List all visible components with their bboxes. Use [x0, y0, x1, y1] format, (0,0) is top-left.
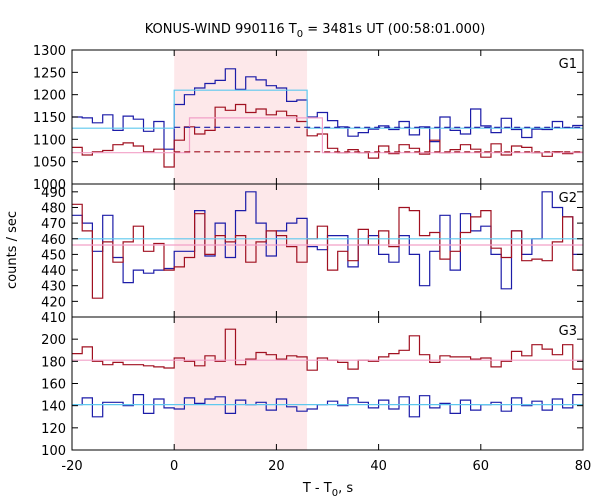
y-tick-label: 1100: [33, 133, 66, 148]
series-pink-3: [72, 117, 583, 154]
panel-label-g2: G2: [559, 191, 577, 206]
y-tick-label: 490: [41, 186, 66, 201]
series-dark-red-1: [72, 103, 583, 168]
y-tick-label: 200: [41, 333, 66, 348]
x-tick-label: 20: [268, 459, 285, 474]
plot-layer: 1000105011001150120012501300G14104204304…: [33, 44, 591, 474]
y-tick-label: 1200: [33, 89, 66, 104]
y-tick-label: 450: [41, 248, 66, 263]
x-tick-label: 80: [575, 459, 592, 474]
y-tick-label: 1250: [33, 66, 66, 81]
x-tick-label: -20: [61, 459, 82, 474]
chart-title-main: KONUS-WIND 990116 T: [145, 22, 297, 37]
x-axis-title-subscript: 0: [332, 488, 338, 499]
y-tick-label: 480: [41, 201, 66, 216]
series-dark-blue-0: [72, 68, 583, 150]
highlight-band: [174, 50, 308, 450]
chart-title-rest: = 3481s UT (00:58:01.000): [303, 22, 485, 37]
y-tick-label: 460: [41, 233, 66, 248]
y-tick-label: 120: [41, 422, 66, 437]
y-tick-label: 410: [41, 311, 66, 326]
y-tick-label: 180: [41, 355, 66, 370]
chart-title-subscript: 0: [297, 29, 303, 40]
y-tick-label: 470: [41, 217, 66, 232]
series-dark-red-0: [72, 328, 583, 371]
series-group: [72, 68, 583, 168]
y-tick-label: 440: [41, 264, 66, 279]
y-tick-label: 140: [41, 400, 66, 415]
panel-label-g1: G1: [559, 57, 577, 72]
series-group: [72, 328, 583, 418]
x-axis-title: T - T0, s: [302, 481, 353, 499]
y-tick-label: 1050: [33, 156, 66, 171]
y-tick-label: 1150: [33, 111, 66, 126]
y-axis-title: counts / sec: [5, 211, 20, 289]
series-dark-blue-1: [72, 394, 583, 418]
y-tick-label: 420: [41, 295, 66, 310]
y-tick-label: 1300: [33, 44, 66, 59]
y-tick-label: 100: [41, 444, 66, 459]
x-axis-title-main: T - T: [302, 481, 332, 496]
y-tick-label: 1000: [33, 178, 66, 193]
series-dark-red-1: [72, 203, 583, 299]
x-tick-label: 60: [473, 459, 490, 474]
y-tick-label: 160: [41, 378, 66, 393]
y-tick-label: 430: [41, 280, 66, 295]
x-tick-label: 40: [370, 459, 387, 474]
chart-title: KONUS-WIND 990116 T0 = 3481s UT (00:58:0…: [145, 22, 486, 40]
panel-frame: [71, 316, 584, 451]
x-tick-label: 0: [170, 459, 178, 474]
panel-g3: 100 120 140 160 180 200 G3: [41, 316, 584, 459]
panel-label-g3: G3: [559, 324, 577, 339]
series-light-blue-2: [72, 89, 583, 129]
series-group: [72, 191, 583, 299]
x-axis-title-rest: , s: [338, 481, 353, 496]
panel-g1: 1000 1050 1100 1150 1200 1250 1300 G1: [33, 44, 584, 193]
